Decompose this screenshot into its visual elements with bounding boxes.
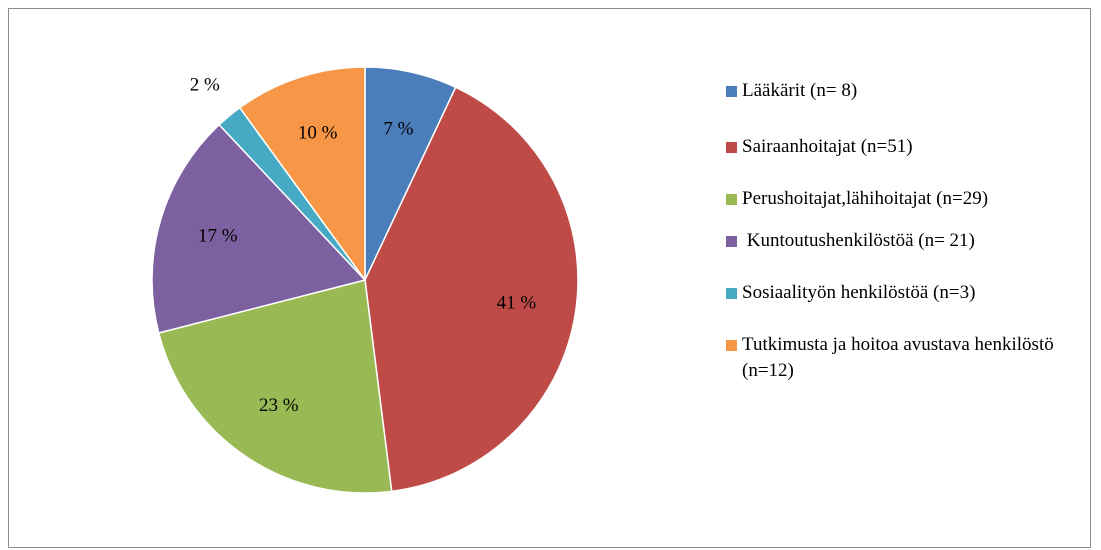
legend-item: Sairaanhoitajat (n=51) (726, 134, 1082, 160)
legend-swatch (726, 340, 737, 351)
legend-label: Lääkärit (n= 8) (742, 80, 858, 101)
data-label: 23 % (259, 395, 299, 416)
legend-label: Sairaanhoitajat (n=51) (742, 136, 913, 157)
legend-item: Sosiaalityön henkilöstöä (n=3) (726, 280, 1082, 306)
pie-slice (238, 66, 366, 283)
legend-label: Kuntoutushenkilöstöä (n= 21) (742, 230, 975, 251)
data-label: 7 % (383, 119, 413, 140)
data-label: 41 % (497, 292, 537, 313)
pie-slice (364, 86, 579, 493)
legend-label: Tutkimusta ja hoitoa avustava henkilöstö… (742, 334, 1059, 381)
legend-swatch (726, 142, 737, 153)
legend-item: Lääkärit (n= 8) (726, 78, 1082, 104)
data-label: 2 % (190, 75, 220, 96)
pie-slice (157, 279, 393, 494)
legend-swatch (726, 236, 737, 247)
legend-item: Kuntoutushenkilöstöä (n= 21) (726, 228, 1082, 254)
data-label: 10 % (298, 123, 338, 144)
legend-swatch (726, 288, 737, 299)
legend-label: Perushoitajat,lähihoitajat (n=29) (742, 188, 989, 209)
pie-slice (151, 123, 367, 334)
legend-item: Perushoitajat,lähihoitajat (n=29) (726, 186, 1082, 212)
legend-swatch (726, 86, 737, 97)
legend: Lääkärit (n= 8) Sairaanhoitajat (n=51) Per… (726, 78, 1086, 384)
data-label: 17 % (198, 226, 238, 247)
legend-item: Tutkimusta ja hoitoa avustava henkilöstö… (726, 332, 1082, 384)
legend-label: Sosiaalityön henkilöstöä (n=3) (742, 282, 976, 303)
legend-swatch (726, 194, 737, 205)
chart-frame (8, 8, 1091, 548)
